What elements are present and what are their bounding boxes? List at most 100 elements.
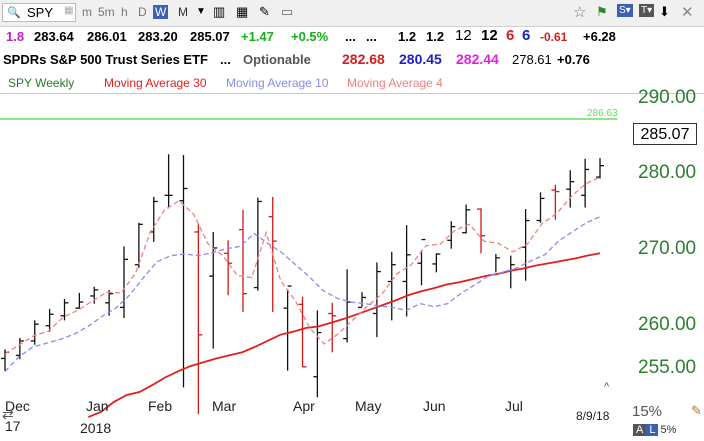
ohlc-bar <box>224 240 233 296</box>
ohlc-bar <box>134 222 143 268</box>
ohlc-bar <box>239 209 247 312</box>
ma10-value: 280.45 <box>399 51 442 67</box>
legend-ma4[interactable]: Moving Average 4 <box>347 76 443 90</box>
edit-icon[interactable]: ✎ <box>691 403 702 418</box>
symbol-box[interactable]: 🔍 SPY <box>2 3 76 22</box>
neg-value: -0.61 <box>540 30 568 44</box>
refresh-icon[interactable]: ⇄ <box>2 406 14 422</box>
ohlc-bar <box>402 225 411 317</box>
info-dots: ... <box>220 52 231 67</box>
ohlc-bar <box>60 299 69 321</box>
ohlc-bar <box>581 158 590 208</box>
scale-l-button[interactable]: L <box>646 424 659 436</box>
scale-a-button[interactable]: A <box>633 424 647 436</box>
ohlc-bar <box>209 231 218 349</box>
ohlc-bar <box>164 154 173 209</box>
date-label: 8/9/18 <box>576 409 610 423</box>
quote-row: 1.8 283.64 286.01 283.20 285.07 +1.47 +0… <box>0 26 704 46</box>
x-label-may: May <box>355 398 382 414</box>
period-dropdown-icon[interactable]: ▼ <box>196 6 206 17</box>
ohlc-bar <box>566 170 575 208</box>
axis-caret-icon: ^ <box>604 381 610 393</box>
ohlc-bar <box>432 253 441 273</box>
ohlc-bar <box>343 269 352 343</box>
t-icon[interactable]: T▾ <box>639 4 655 17</box>
legend-separator <box>0 93 704 94</box>
ohlc-bar <box>283 285 292 371</box>
legend-spy[interactable]: SPY Weekly <box>8 76 75 90</box>
value-2: 1.2 <box>426 29 445 44</box>
price-box: 285.07 <box>633 123 697 145</box>
ma4-line <box>4 176 601 355</box>
period-h[interactable]: h <box>121 5 128 19</box>
ohlc-bar <box>30 320 39 345</box>
ohlc-bar <box>491 254 500 276</box>
horizontal-line-label: 286.63 <box>587 108 618 119</box>
legend-ma10[interactable]: Moving Average 10 <box>226 76 329 90</box>
ma30-value: 282.68 <box>342 51 385 67</box>
dots-1: ... <box>345 29 356 44</box>
open-value: 283.64 <box>34 29 74 44</box>
draw-icon[interactable]: ✎ <box>259 4 270 19</box>
change-pct-value: +0.5% <box>291 29 329 44</box>
symbol-dropdown-icon[interactable]: ▦ <box>64 5 74 16</box>
flag-icon[interactable]: ⚑ <box>596 4 608 19</box>
period-w[interactable]: W <box>153 5 169 19</box>
window-icon[interactable]: ▭ <box>281 4 294 19</box>
dots-2: ... <box>366 29 377 44</box>
ohlc-bar <box>328 302 337 353</box>
x-label-feb: Feb <box>148 398 173 414</box>
s-icon[interactable]: S▾ <box>617 4 633 17</box>
value-12b: 12 <box>481 27 498 44</box>
chart-style-icon[interactable]: ▥ <box>213 4 226 19</box>
ohlc-bar <box>253 197 262 291</box>
low-value: 283.20 <box>138 29 178 44</box>
star-icon[interactable]: ☆ <box>573 4 587 21</box>
ohlc-bar <box>372 262 381 338</box>
footer-left: 17 <box>5 418 21 434</box>
legend-row: SPY Weekly Moving Average 30 Moving Aver… <box>0 74 704 92</box>
period-d[interactable]: D <box>138 5 147 19</box>
pos-value: +6.28 <box>583 29 616 44</box>
ohlc-bar <box>75 292 84 309</box>
scale-toggle[interactable]: A L 5% <box>633 424 678 440</box>
search-icon: 🔍 <box>7 7 21 19</box>
ohlc-bar <box>179 154 188 388</box>
x-label-jan: Jan <box>86 398 109 414</box>
info-row: SPDRs S&P 500 Trust Series ETF ... Optio… <box>0 50 704 70</box>
value-12a: 12 <box>455 27 472 44</box>
x-label-apr: Apr <box>293 398 315 414</box>
p-value: 278.61 <box>512 52 552 67</box>
pct-label[interactable]: 15% <box>632 403 663 420</box>
security-name: SPDRs S&P 500 Trust Series ETF <box>3 52 208 67</box>
grid-icon[interactable]: ▦ <box>236 4 249 19</box>
toolbar: 🔍 SPY ▦ m 5m h D W M ▼ ▥ ▦ ✎ ▭ ☆ ⚑ S▾ T▾… <box>0 0 704 27</box>
ohlc-bar <box>194 224 203 415</box>
optionable-label: Optionable <box>243 52 311 67</box>
symbol-input[interactable]: SPY <box>27 5 54 20</box>
value-6b: 6 <box>522 27 531 44</box>
ohlc-bar <box>417 238 426 286</box>
down-arrow-icon[interactable]: ⬇ <box>659 4 670 19</box>
period-5m[interactable]: 5m <box>98 5 115 19</box>
ohlc-bar <box>149 196 158 242</box>
close-icon[interactable]: ✕ <box>681 4 694 21</box>
ohlc-bar <box>536 192 545 223</box>
period-m-monthly[interactable]: M <box>178 5 188 19</box>
ohlc-bar <box>120 246 128 319</box>
ohlc-bar <box>596 158 604 179</box>
ohlc-bar <box>298 296 307 368</box>
value-6a: 6 <box>506 27 515 44</box>
high-value: 286.01 <box>87 29 127 44</box>
y-tick-255: 255.00 <box>638 357 697 378</box>
ohlc-bar <box>447 221 456 249</box>
y-tick-270: 270.00 <box>638 238 697 259</box>
x-label-dec: Dec <box>5 398 30 414</box>
legend-ma30[interactable]: Moving Average 30 <box>104 76 207 90</box>
x-label-jun: Jun <box>423 398 446 414</box>
ma4-value: 282.44 <box>456 51 499 67</box>
y-tick-280: 280.00 <box>638 162 697 183</box>
x-label-mar: Mar <box>212 398 237 414</box>
period-m[interactable]: m <box>82 5 92 19</box>
